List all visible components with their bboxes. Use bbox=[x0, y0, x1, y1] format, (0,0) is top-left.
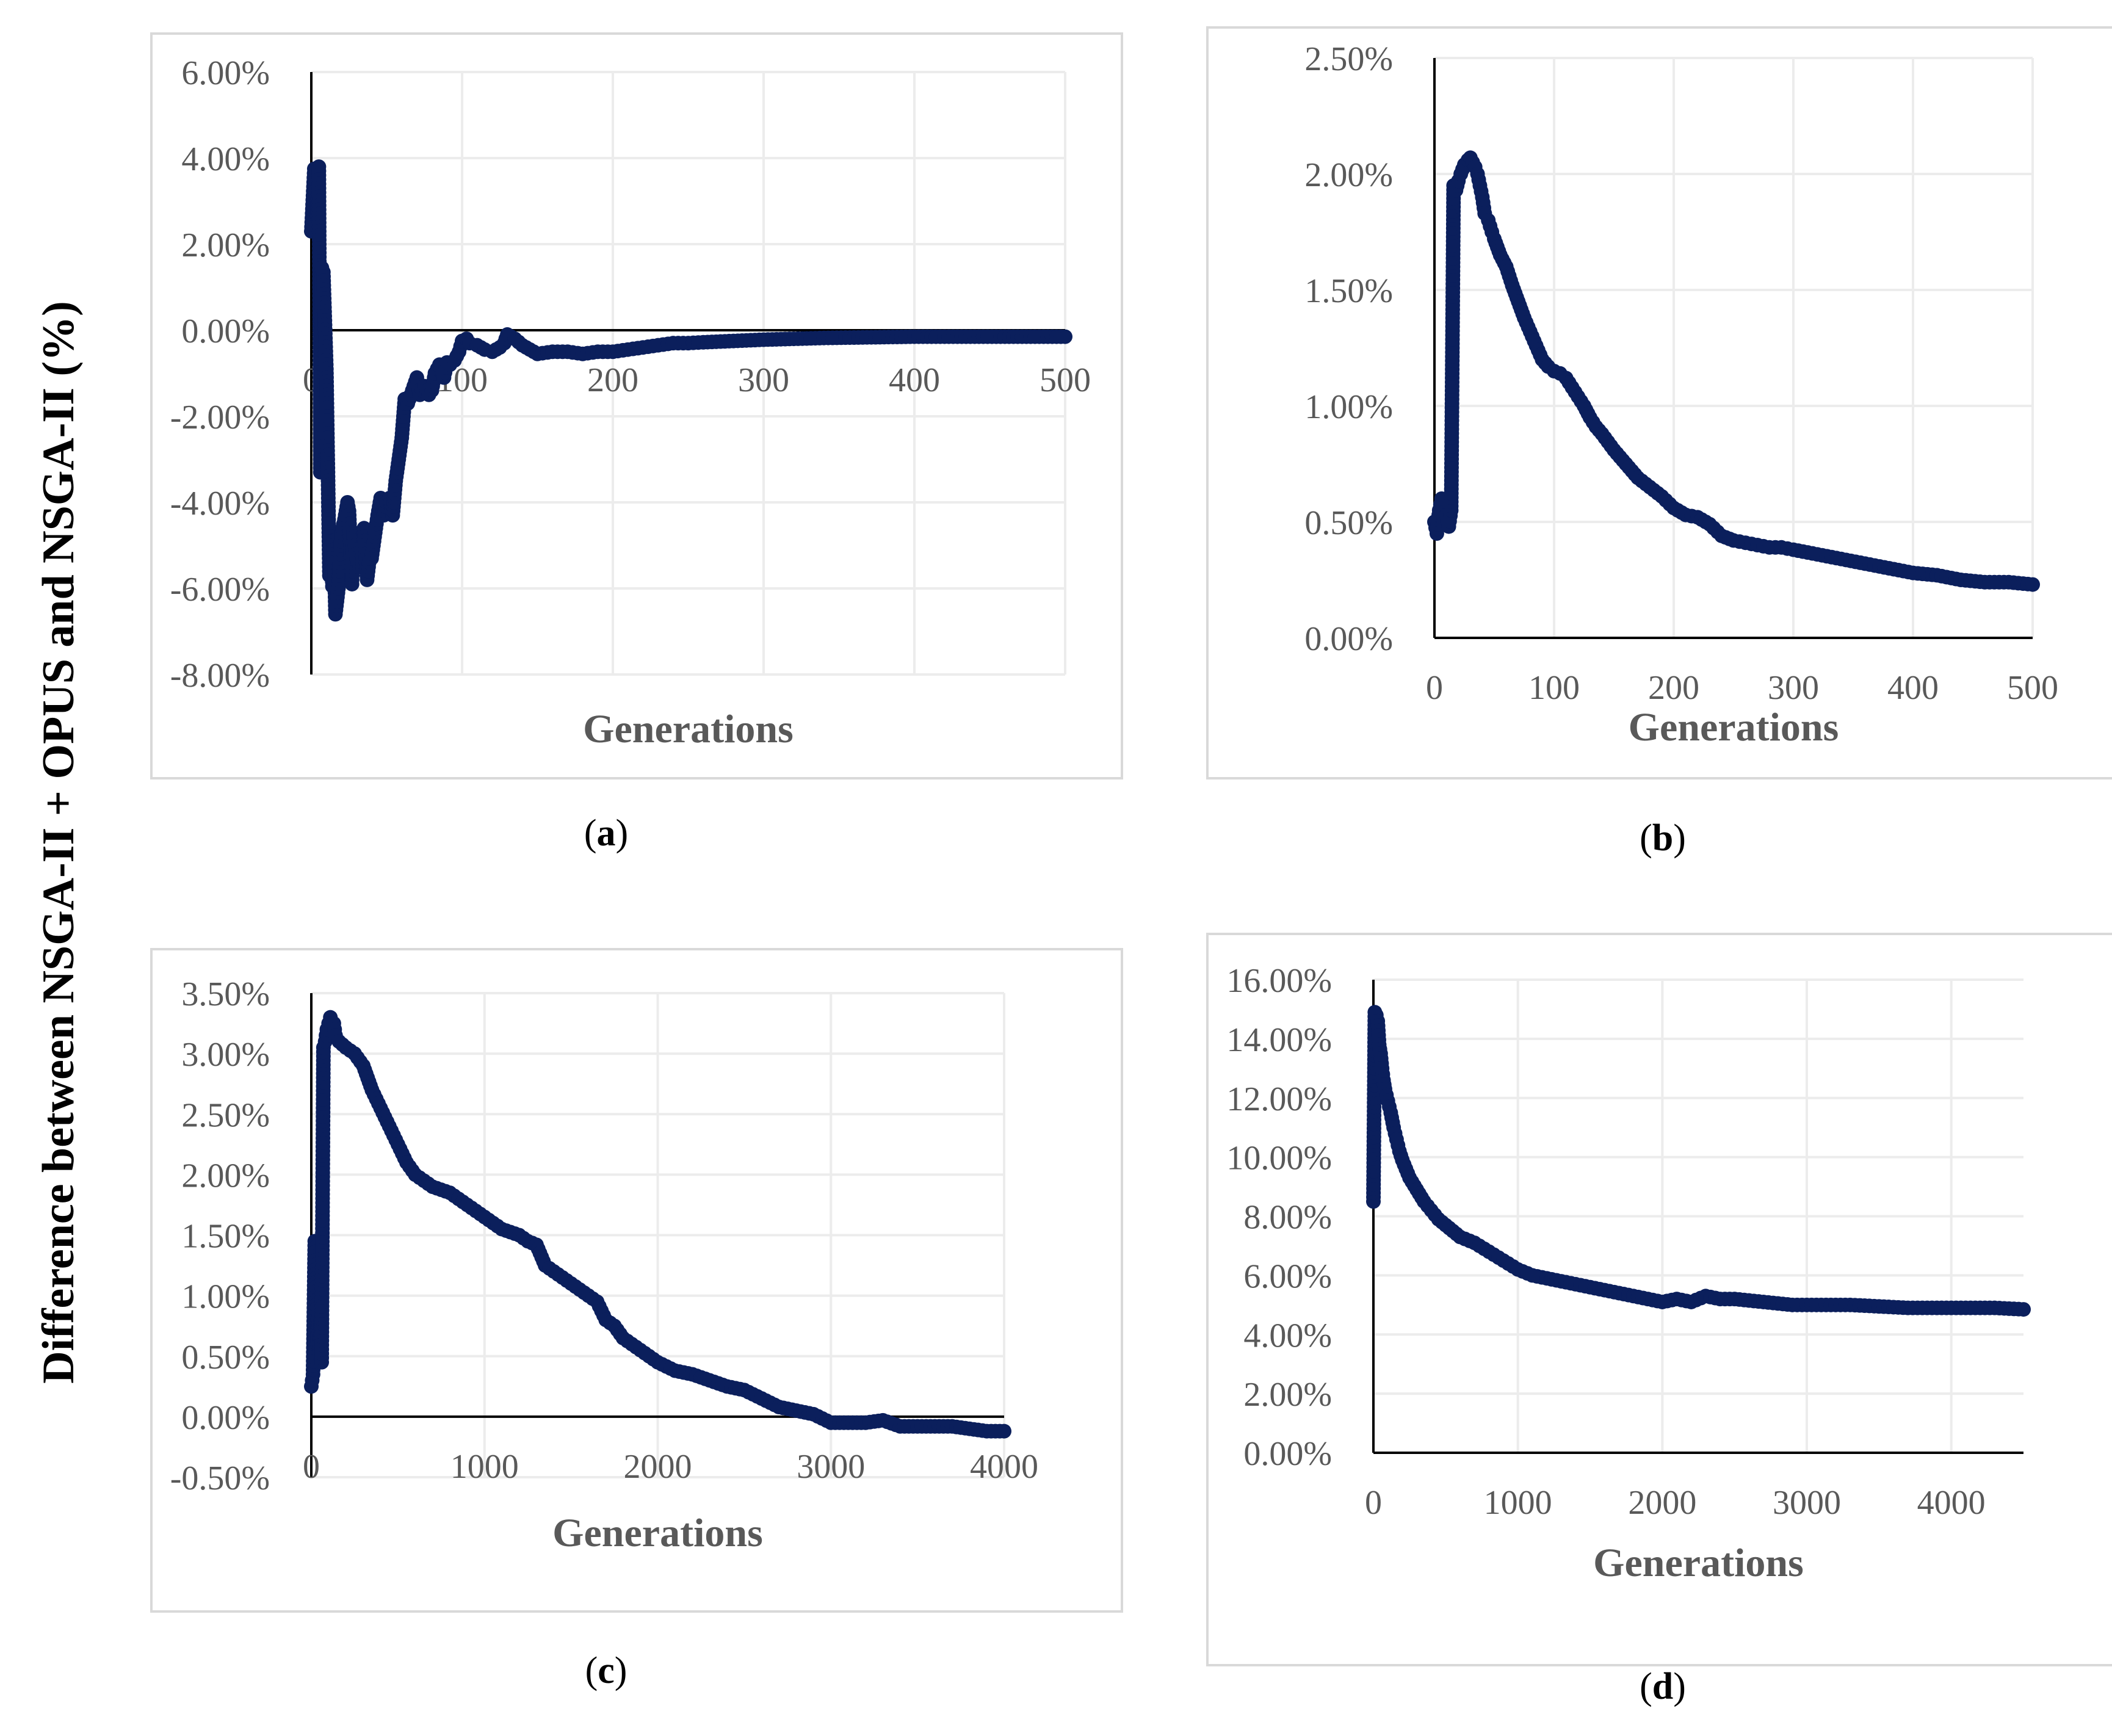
y-tick-label: -0.50% bbox=[170, 1459, 270, 1497]
y-tick-label: 3.50% bbox=[181, 975, 270, 1013]
x-tick-label: 4000 bbox=[1917, 1484, 1986, 1522]
series-difference bbox=[1427, 150, 2040, 592]
caption-paren: ( bbox=[1640, 1666, 1652, 1707]
x-tick-label: 2000 bbox=[624, 1448, 692, 1486]
y-tick-label: 1.00% bbox=[181, 1278, 270, 1316]
y-tick-label: 0.00% bbox=[1243, 1435, 1332, 1473]
caption-paren: ( bbox=[1640, 817, 1652, 859]
series-difference bbox=[304, 159, 1072, 622]
caption-letter: a bbox=[597, 812, 616, 854]
y-tick-label: -8.00% bbox=[170, 657, 270, 695]
caption-letter: d bbox=[1652, 1666, 1673, 1707]
y-tick-label: 0.50% bbox=[1304, 504, 1393, 542]
data-point bbox=[1058, 329, 1072, 344]
x-axis-title: Generations bbox=[1593, 1541, 1804, 1585]
y-tick-label: 0.00% bbox=[1304, 620, 1393, 658]
x-tick-label: 100 bbox=[1528, 669, 1580, 707]
y-tick-label: 6.00% bbox=[181, 54, 270, 92]
y-tick-label: 1.00% bbox=[1304, 388, 1393, 426]
y-tick-label: -4.00% bbox=[170, 485, 270, 523]
y-tick-label: 0.50% bbox=[181, 1339, 270, 1376]
x-tick-label: 500 bbox=[1040, 361, 1091, 399]
panel-caption: (a) bbox=[584, 812, 628, 854]
caption-paren: ) bbox=[615, 1650, 627, 1691]
y-tick-label: 4.00% bbox=[1243, 1317, 1332, 1354]
caption-paren: ( bbox=[585, 1650, 598, 1691]
data-point bbox=[997, 1423, 1011, 1439]
x-axis-title: Generations bbox=[583, 707, 794, 751]
series-difference bbox=[304, 1010, 1011, 1439]
y-tick-label: 8.00% bbox=[1243, 1199, 1332, 1237]
x-tick-label: 300 bbox=[1768, 669, 1819, 707]
y-tick-label: 12.00% bbox=[1226, 1080, 1332, 1118]
y-tick-label: 2.00% bbox=[1243, 1376, 1332, 1414]
x-tick-label: 200 bbox=[1648, 669, 1699, 707]
y-tick-label: 0.00% bbox=[181, 313, 270, 350]
y-tick-label: 1.50% bbox=[1304, 272, 1393, 310]
x-tick-label: 1000 bbox=[450, 1448, 519, 1486]
y-tick-label: 6.00% bbox=[1243, 1257, 1332, 1295]
shared-y-axis-label: Difference between NSGA-II + OPUS and NS… bbox=[34, 301, 84, 1384]
y-tick-label: 2.50% bbox=[181, 1096, 270, 1134]
chart-frame-a bbox=[150, 32, 1123, 779]
data-point bbox=[2016, 1302, 2031, 1317]
x-axis-title: Generations bbox=[1629, 705, 1839, 750]
x-tick-label: 1000 bbox=[1484, 1484, 1552, 1522]
x-tick-label: 500 bbox=[2007, 669, 2058, 707]
y-tick-label: 2.50% bbox=[1304, 40, 1393, 78]
y-tick-label: 2.00% bbox=[1304, 156, 1393, 194]
x-tick-label: 400 bbox=[889, 361, 940, 399]
series-difference bbox=[1366, 1005, 2031, 1317]
x-tick-label: 400 bbox=[1887, 669, 1939, 707]
caption-paren: ) bbox=[616, 812, 629, 854]
caption-paren: ) bbox=[1673, 1666, 1686, 1707]
x-tick-label: 0 bbox=[303, 1448, 320, 1486]
y-tick-label: 16.00% bbox=[1226, 962, 1332, 1000]
x-tick-label: 2000 bbox=[1628, 1484, 1696, 1522]
y-tick-label: 0.00% bbox=[181, 1399, 270, 1437]
caption-letter: c bbox=[598, 1650, 615, 1691]
y-tick-label: -6.00% bbox=[170, 571, 270, 609]
y-tick-label: 10.00% bbox=[1226, 1140, 1332, 1177]
x-tick-label: 3000 bbox=[1773, 1484, 1841, 1522]
x-tick-label: 0 bbox=[1365, 1484, 1382, 1522]
caption-paren: ( bbox=[584, 812, 597, 854]
chart-frame-b bbox=[1206, 26, 2112, 779]
x-tick-label: 3000 bbox=[797, 1448, 865, 1486]
x-tick-label: 300 bbox=[738, 361, 789, 399]
data-point bbox=[2025, 577, 2040, 592]
x-axis-title: Generations bbox=[552, 1511, 763, 1555]
x-tick-label: 4000 bbox=[970, 1448, 1038, 1486]
x-tick-label: 0 bbox=[1426, 669, 1443, 707]
x-tick-label: 200 bbox=[587, 361, 638, 399]
panel-caption: (c) bbox=[585, 1650, 627, 1691]
chart-panel-c: -0.50% 0.00% 0.50% 1.00% 1.50% 2.00% 2.50% 3.00… bbox=[150, 948, 1123, 1691]
panel-caption: (d) bbox=[1640, 1666, 1686, 1707]
y-tick-label: 1.50% bbox=[181, 1218, 270, 1256]
y-tick-label: 2.00% bbox=[181, 226, 270, 264]
chart-panel-d: 0.00% 2.00% 4.00% 6.00% 8.00% 10.00% 12.00% 14.… bbox=[1206, 933, 2112, 1707]
y-tick-label: 3.00% bbox=[181, 1036, 270, 1074]
panel-caption: (b) bbox=[1640, 817, 1686, 859]
y-tick-label: -2.00% bbox=[170, 399, 270, 436]
y-tick-label: 4.00% bbox=[181, 140, 270, 178]
y-tick-label: 2.00% bbox=[181, 1157, 270, 1195]
y-tick-label: 14.00% bbox=[1226, 1021, 1332, 1059]
chart-panel-a: -8.00% -6.00% -4.00% -2.00% 0.00% 2.00% 4.00% 6… bbox=[150, 32, 1123, 854]
caption-letter: b bbox=[1652, 817, 1673, 859]
caption-paren: ) bbox=[1673, 817, 1686, 859]
chart-panel-b: 0.00% 0.50% 1.00% 1.50% 2.00% 2.50% 0 100 200 300… bbox=[1206, 26, 2112, 859]
